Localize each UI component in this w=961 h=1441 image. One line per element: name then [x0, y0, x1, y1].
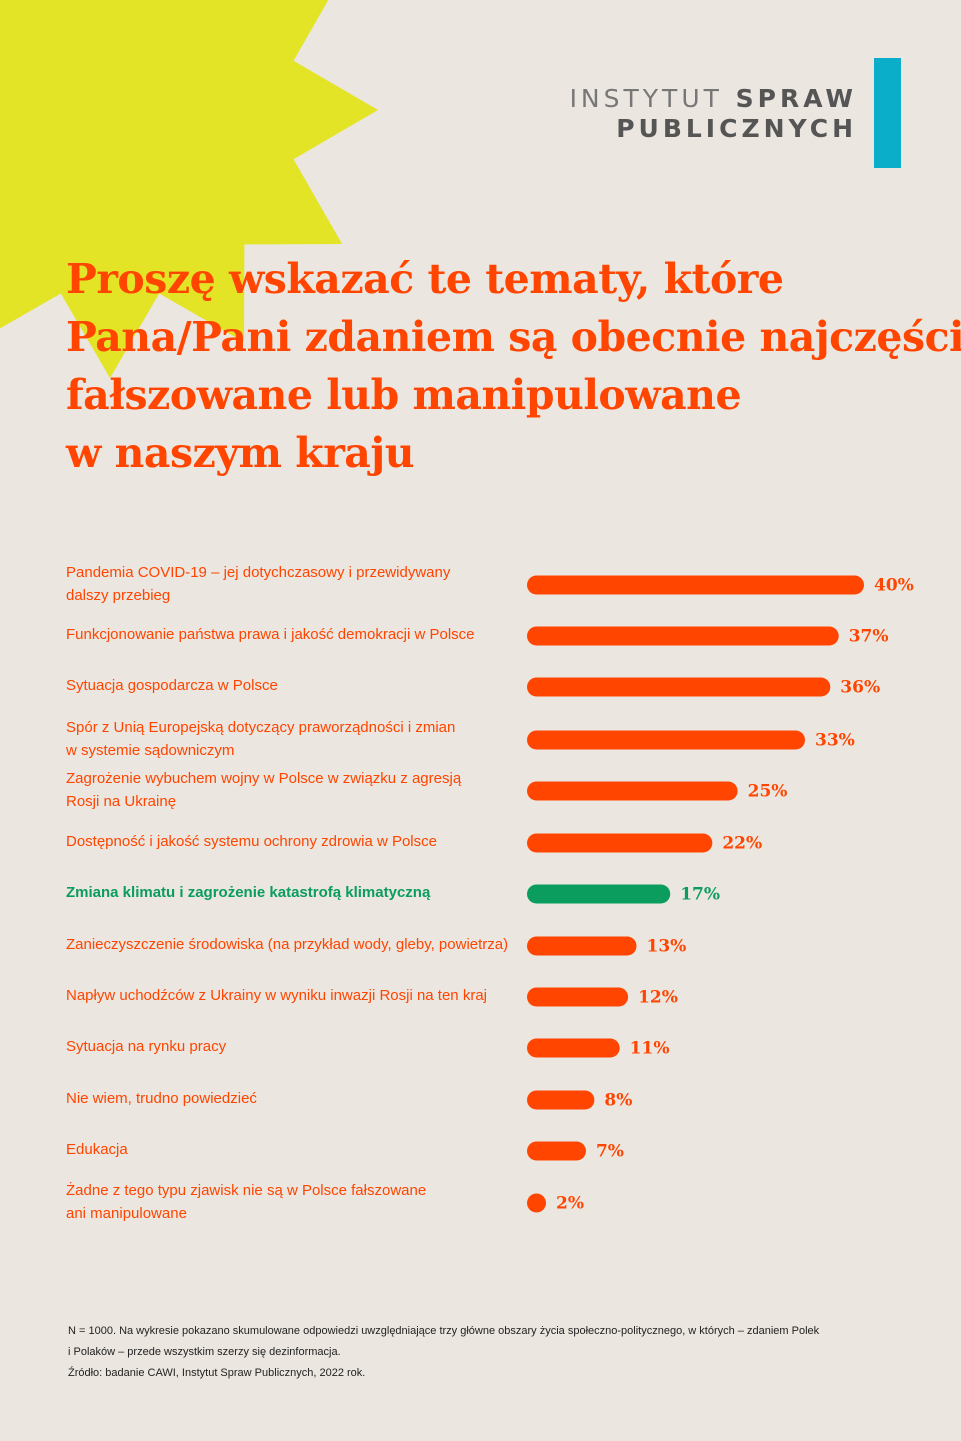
value-label-5: 25% [748, 782, 788, 802]
bar-12 [527, 1141, 586, 1161]
logo-accent-bar [874, 58, 901, 168]
value-label-13: 2% [556, 1194, 584, 1214]
value-label-6: 22% [722, 834, 762, 854]
value-label-11: 8% [604, 1091, 632, 1111]
category-label-4-line-2: w systemie sądowniczym [65, 742, 234, 759]
bar-9 [527, 987, 629, 1007]
footnote-line-2: i Polaków – przede wszystkim szerzy się … [68, 1346, 341, 1358]
bar-4 [527, 730, 806, 750]
bar-7 [527, 884, 671, 904]
bar-6 [527, 833, 713, 853]
footnote-line-1: N = 1000. Na wykresie pokazano skumulowa… [68, 1325, 820, 1337]
category-label-5-line-2: Rosji na Ukrainę [66, 793, 176, 810]
category-label-13-line-2: ani manipulowane [66, 1205, 187, 1222]
institute-logo: INSTYTUT SPRAW PUBLICZNYCH [570, 84, 857, 144]
category-label-2: Funkcjonowanie państwa prawa i jakość de… [66, 626, 475, 643]
value-label-8: 13% [647, 937, 687, 957]
value-label-10: 11% [630, 1039, 670, 1059]
title-line-2: Pana/Pani zdaniem są obecnie najczęściej [66, 313, 961, 361]
bar-5 [527, 781, 738, 801]
category-label-4-line-1: Spór z Unią Europejską dotyczący praworz… [66, 719, 455, 736]
category-label-9: Napływ uchodźców z Ukrainy w wyniku inwa… [66, 987, 487, 1004]
footnote: N = 1000. Na wykresie pokazano skumulowa… [68, 1321, 898, 1384]
value-label-4: 33% [815, 731, 855, 751]
value-label-7: 17% [680, 885, 720, 905]
value-label-12: 7% [596, 1142, 624, 1162]
bar-1 [527, 575, 864, 595]
category-label-6: Dostępność i jakość systemu ochrony zdro… [66, 833, 437, 850]
chart-title: Proszę wskazać te tematy, które Pana/Pan… [66, 250, 961, 482]
category-label-7: Zmiana klimatu i zagrożenie katastrofą k… [66, 884, 431, 901]
bar-8 [527, 936, 637, 956]
category-label-1-line-1: Pandemia COVID-19 – jej dotychczasowy i … [66, 564, 451, 581]
category-label-13-line-1: Żadne z tego typu zjawisk nie są w Polsc… [66, 1181, 426, 1199]
logo-word-instytut: INSTYTUT [569, 84, 723, 113]
footnote-line-3: Źródło: badanie CAWI, Instytut Spraw Pub… [68, 1367, 366, 1379]
category-label-5-line-1: Zagrożenie wybuchem wojny w Polsce w zwi… [66, 770, 462, 787]
value-label-1: 40% [874, 576, 914, 596]
title-line-3: fałszowane lub manipulowane [66, 371, 742, 419]
category-label-10: Sytuacja na rynku pracy [66, 1038, 227, 1055]
logo-word-spraw: SPRAW [735, 84, 857, 113]
title-line-4: w naszym kraju [66, 429, 415, 477]
sun-star [0, 0, 378, 378]
bar-10 [527, 1038, 620, 1058]
category-label-8: Zanieczyszczenie środowiska (na przykład… [66, 936, 508, 953]
value-label-2: 37% [849, 627, 889, 647]
category-label-12: Edukacja [66, 1141, 128, 1158]
category-label-11: Nie wiem, trudno powiedzieć [66, 1090, 257, 1107]
category-label-1-line-2: dalszy przebieg [66, 587, 170, 604]
bar-2 [527, 626, 839, 646]
title-line-1: Proszę wskazać te tematy, które [66, 255, 784, 303]
logo-word-publicznych: PUBLICZNYCH [616, 114, 857, 143]
value-label-9: 12% [638, 988, 678, 1008]
category-label-3: Sytuacja gospodarcza w Polsce [66, 677, 278, 694]
bar-3 [527, 677, 831, 697]
bar-13 [527, 1193, 546, 1213]
value-label-3: 36% [840, 678, 880, 698]
bar-11 [527, 1090, 595, 1110]
